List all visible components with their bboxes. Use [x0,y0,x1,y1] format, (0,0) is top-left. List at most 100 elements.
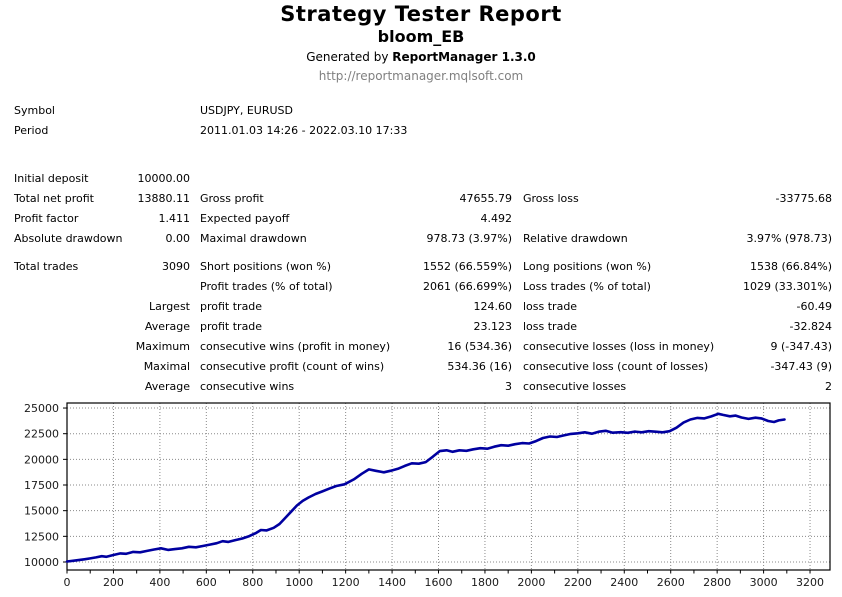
column-gutter [190,229,200,249]
table-row-average-trade: Average profit trade 23.123 loss trade -32.8… [14,317,832,337]
row-value: 2 [825,380,832,393]
table-cell: Profit trades (% of total) 2061 (66.699%) [200,277,512,297]
column-gutter [190,357,200,377]
table-cell: Maximum [14,337,190,357]
row-label: loss trade [523,300,578,313]
table-row-absolute-drawdown: Absolute drawdown 0.00 Maximal drawdown 978… [14,229,832,249]
row-value: 4.492 [480,212,513,225]
table-row-profit-factor: Profit factor 1.411 Expected payoff 4.492 [14,209,832,229]
table-cell: Expected payoff 4.492 [200,209,512,229]
report-subtitle: bloom_EB [377,27,465,46]
generated-by-prefix: Generated by [306,50,393,64]
x-axis-tick-label: 1200 [332,576,360,589]
column-gutter [512,209,523,229]
table-cell: consecutive losses (loss in money) 9 (-34… [523,337,832,357]
table-cell: consecutive wins (profit in money) 16 (53… [200,337,512,357]
row-value: 13880.11 [137,192,191,205]
table-cell: Gross loss -33775.68 [523,189,832,209]
x-axis-tick-label: 2800 [703,576,731,589]
row-label: Short positions (won %) [200,260,332,273]
column-gutter [190,297,200,317]
y-axis-tick-label: 20000 [24,453,59,466]
row-value: -32.824 [789,320,832,333]
table-cell [14,277,190,297]
row-label: Total trades [14,260,79,273]
row-value: Largest [149,300,190,313]
row-value: 1552 (66.559%) [422,260,512,273]
table-row-total-net-profit: Total net profit 13880.11 Gross profit 4765… [14,189,832,209]
column-gutter [512,277,523,297]
x-axis-tick-label: 2600 [657,576,685,589]
table-row-total-trades: Total trades 3090 Short positions (won %) 1… [14,257,832,277]
row-label: Period [14,124,49,137]
table-cell: Maximal drawdown 978.73 (3.97%) [200,229,512,249]
y-axis-tick-label: 25000 [24,402,59,415]
table-cell: USDJPY, EURUSD [200,101,512,121]
row-label: consecutive losses [523,380,627,393]
column-gutter [190,317,200,337]
x-axis-tick-label: 0 [64,576,71,589]
x-axis-tick-label: 800 [242,576,263,589]
row-value: -347.43 (9) [770,360,832,373]
column-gutter [190,209,200,229]
x-axis-tick-label: 2000 [517,576,545,589]
table-cell: loss trade -32.824 [523,317,832,337]
table-cell [523,169,832,189]
table-cell [523,209,832,229]
table-row-maximum-consecutive: Maximum consecutive wins (profit in money… [14,337,832,357]
column-gutter [512,229,523,249]
x-axis-tick-label: 1600 [425,576,453,589]
row-value: Average [144,380,190,393]
row-label: profit trade [200,320,263,333]
row-label: profit trade [200,300,263,313]
table-row-symbol: Symbol USDJPY, EURUSD [14,101,832,121]
column-gutter [190,169,200,189]
column-gutter [190,189,200,209]
row-label: Gross profit [200,192,264,205]
row-label: consecutive wins [200,380,295,393]
table-cell: Initial deposit 10000.00 [14,169,190,189]
table-row-maximal-consecutive: Maximal consecutive profit (count of wins… [14,357,832,377]
column-gutter [512,317,523,337]
table-cell: Total trades 3090 [14,257,190,277]
report-url-link[interactable]: http://reportmanager.mqlsoft.com [318,69,524,83]
row-label: Profit trades (% of total) [200,280,333,293]
table-spacer [14,141,832,169]
table-cell: consecutive loss (count of losses) -347.4… [523,357,832,377]
report-title: Strategy Tester Report [280,2,562,26]
table-cell: Largest [14,297,190,317]
row-value: Maximum [135,340,190,353]
row-label: Profit factor [14,212,79,225]
table-cell: Relative drawdown 3.97% (978.73) [523,229,832,249]
row-value: 534.36 (16) [447,360,512,373]
x-axis-tick-label: 2400 [610,576,638,589]
column-gutter [190,257,200,277]
row-label: Long positions (won %) [523,260,652,273]
row-label: USDJPY, EURUSD [200,104,294,117]
row-value: -33775.68 [775,192,832,205]
row-label: Initial deposit [14,172,89,185]
table-cell: Long positions (won %) 1538 (66.84%) [523,257,832,277]
row-value: 23.123 [473,320,513,333]
table-cell: Gross profit 47655.79 [200,189,512,209]
row-value: -60.49 [796,300,832,313]
x-axis-tick-label: 1800 [471,576,499,589]
column-gutter [512,101,523,121]
row-value: Maximal [143,360,190,373]
row-value: 3090 [162,260,190,273]
table-cell: consecutive profit (count of wins) 534.36… [200,357,512,377]
column-gutter [512,297,523,317]
row-value: 124.60 [473,300,513,313]
row-value: 9 (-347.43) [770,340,832,353]
y-axis-tick-label: 17500 [24,479,59,492]
column-gutter [512,377,523,397]
row-label: consecutive losses (loss in money) [523,340,715,353]
table-cell: Average [14,377,190,397]
report-header: Strategy Tester Report bloom_EB Generate… [0,0,842,84]
row-label: consecutive loss (count of losses) [523,360,709,373]
x-axis-tick-label: 3200 [796,576,824,589]
table-cell: Absolute drawdown 0.00 [14,229,190,249]
table-cell: Loss trades (% of total) 1029 (33.301%) [523,277,832,297]
row-value: 10000.00 [137,172,191,185]
